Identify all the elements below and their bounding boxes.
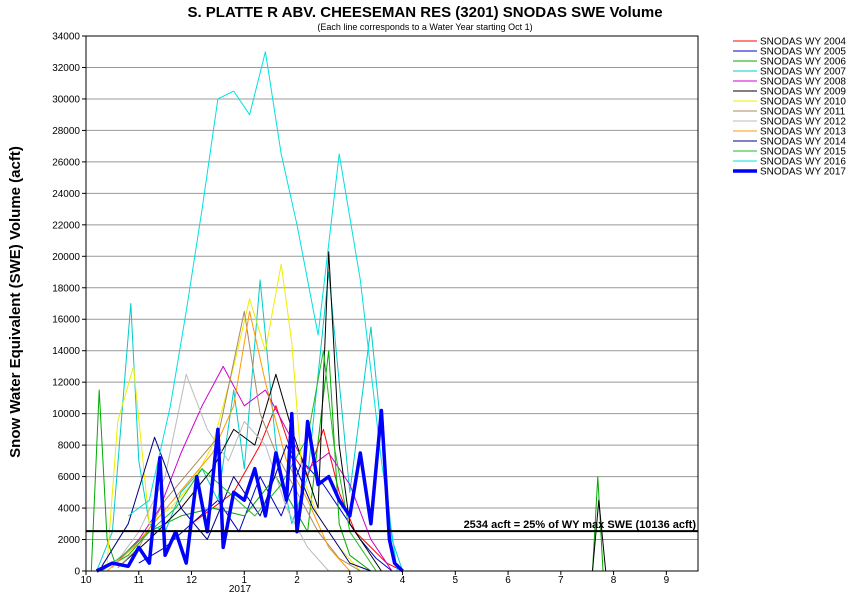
y-tick-label: 30000: [52, 94, 80, 105]
legend-label: SNODAS WY 2012: [760, 117, 846, 128]
x-tick-label: 1: [241, 575, 247, 586]
x-tick-label: 9: [664, 575, 670, 586]
y-axis-label: Snow Water Equivalent (SWE) Volume (acft…: [7, 146, 24, 458]
x-tick-label: 4: [400, 575, 406, 586]
y-tick-label: 32000: [52, 63, 80, 74]
y-tick-label: 26000: [52, 157, 80, 168]
series-line: [106, 310, 351, 572]
x-tick-label: 12: [186, 575, 198, 586]
x-tick-label: 6: [505, 575, 511, 586]
legend-label: SNODAS WY 2008: [760, 77, 846, 88]
series-line: [191, 405, 403, 572]
legend-label: SNODAS WY 2014: [760, 137, 846, 148]
y-tick-label: 2000: [58, 535, 81, 546]
legend-label: SNODAS WY 2005: [760, 47, 846, 58]
x-tick-label: 8: [611, 575, 617, 586]
y-tick-label: 14000: [52, 346, 80, 357]
legend-label: SNODAS WY 2007: [760, 67, 846, 78]
x-year-label: 2017: [229, 584, 252, 595]
series-line: [106, 263, 361, 572]
y-tick-label: 0: [74, 567, 80, 578]
series-line: [96, 271, 404, 572]
series-line: [117, 310, 361, 572]
y-tick-label: 10000: [52, 409, 80, 420]
y-tick-label: 28000: [52, 126, 80, 137]
x-tick-label: 5: [453, 575, 459, 586]
y-tick-label: 8000: [58, 441, 81, 452]
y-tick-label: 6000: [58, 472, 81, 483]
series-line: [127, 51, 398, 572]
legend-label: SNODAS WY 2006: [760, 57, 846, 68]
plot-area: [86, 36, 698, 571]
series-line: [95, 408, 404, 573]
y-tick-label: 16000: [52, 315, 80, 326]
legend-label: SNODAS WY 2017: [760, 167, 846, 178]
x-tick-label: 2: [294, 575, 300, 586]
legend-label: SNODAS WY 2010: [760, 97, 846, 108]
x-tick-label: 3: [347, 575, 353, 586]
legend-label: SNODAS WY 2011: [760, 107, 846, 118]
legend-label: SNODAS WY 2004: [760, 37, 846, 48]
x-tick-label: 7: [558, 575, 564, 586]
x-tick-label: 11: [134, 575, 145, 586]
y-tick-label: 24000: [52, 189, 80, 200]
legend-label: SNODAS WY 2015: [760, 147, 846, 158]
x-tick-label: 10: [80, 575, 92, 586]
y-tick-label: 20000: [52, 252, 80, 263]
reference-line-label: 2534 acft = 25% of WY max SWE (10136 acf…: [464, 519, 697, 531]
chart-subtitle: (Each line corresponds to a Water Year s…: [317, 22, 532, 32]
legend-label: SNODAS WY 2009: [760, 87, 846, 98]
y-tick-label: 18000: [52, 283, 80, 294]
reference-line-group: 2534 acft = 25% of WY max SWE (10136 acf…: [86, 519, 698, 533]
y-tick-label: 34000: [52, 32, 80, 43]
x-axis-ticks: 10 11 12 1 2 3 4 5 6 7 8 9: [80, 571, 670, 586]
y-axis-ticks: 0 2000 4000 6000 8000 10000 12000 14000 16000 180…: [52, 32, 86, 578]
y-tick-label: 12000: [52, 378, 80, 389]
y-tick-label: 4000: [58, 504, 81, 515]
legend-label: SNODAS WY 2013: [760, 127, 846, 138]
legend-label: SNODAS WY 2016: [760, 157, 846, 168]
plot-frame: [85, 35, 699, 572]
chart-title: S. PLATTE R ABV. CHEESEMAN RES (3201) SN…: [187, 4, 662, 21]
y-tick-label: 22000: [52, 220, 80, 231]
